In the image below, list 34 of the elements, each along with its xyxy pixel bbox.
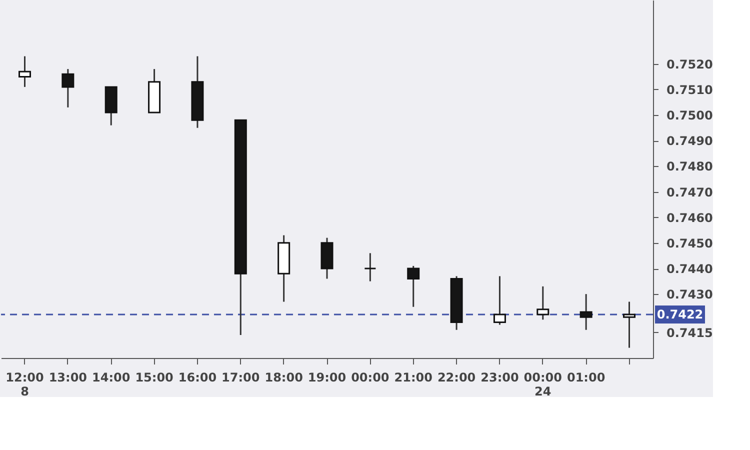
x-tick-label: 17:00: [222, 370, 260, 384]
y-tick-label: 0.7500: [666, 108, 713, 123]
x-tick-label: 16:00: [178, 370, 217, 384]
y-tick-label: 0.7440: [666, 262, 713, 276]
x-tick-label: 01:00: [566, 370, 606, 384]
ref-line-label: 0.7422: [656, 308, 704, 322]
candlestick: [536, 286, 550, 320]
y-tick-label: 0.7520: [666, 57, 713, 72]
candlestick: [364, 252, 376, 282]
x-tick-label: 18:00: [264, 370, 303, 384]
y-tick-label: 0.7415: [666, 326, 713, 340]
candlestick: [623, 300, 636, 349]
x-tick-label: 21:00: [394, 370, 432, 384]
x-tick-label: 14:00: [92, 370, 130, 384]
candlestick: [18, 56, 31, 88]
candlestick: [62, 68, 74, 108]
y-tick-label: 0.7430: [666, 288, 713, 302]
x-tick-label: 23:00: [480, 370, 519, 384]
x-tick-label: 00:00 24: [524, 370, 562, 398]
y-tick-label: 0.7470: [666, 185, 713, 200]
candlestick: [580, 293, 592, 331]
x-tick-label: 12:00 8: [6, 370, 44, 398]
y-tick-label: 0.7490: [666, 134, 713, 148]
x-tick-label: 15:00: [135, 370, 174, 384]
x-tick-label: 13:00: [48, 370, 88, 384]
y-tick-label: 0.7480: [666, 160, 713, 174]
candlestick: [493, 275, 506, 326]
candlestick: [407, 265, 420, 308]
x-tick-label: 19:00: [308, 370, 346, 384]
y-tick-label: 0.7450: [666, 236, 713, 250]
x-tick-label: 00:00: [351, 370, 390, 384]
x-tick-label: 22:00: [437, 370, 476, 384]
y-tick-label: 0.7460: [666, 210, 713, 225]
y-tick-label: 0.7510: [666, 83, 713, 97]
